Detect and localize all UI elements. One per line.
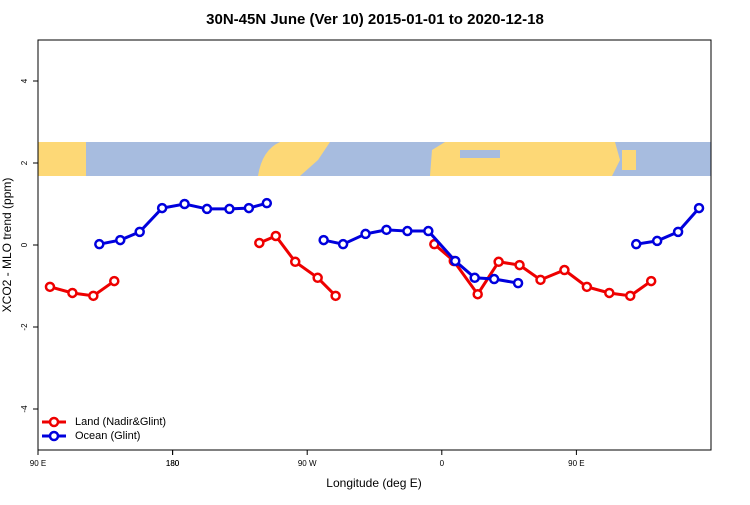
point <box>604 287 615 299</box>
x-axis-label: Longitude (deg E) <box>326 476 421 490</box>
point <box>493 256 504 268</box>
point <box>645 275 657 287</box>
legend-label: Ocean (Glint) <box>75 430 140 442</box>
point <box>693 202 705 214</box>
y-tick-label: 2 <box>20 160 29 165</box>
y-tick-label: -2 <box>20 323 29 331</box>
y-tick-label: -4 <box>20 405 29 413</box>
point <box>423 225 434 237</box>
y-tick-label: 0 <box>20 242 29 247</box>
point <box>94 238 105 250</box>
point <box>115 234 126 246</box>
point <box>624 290 636 302</box>
point <box>469 272 480 284</box>
y-axis-label: XCO2 - MLO trend (ppm) <box>0 178 14 313</box>
point <box>402 225 413 237</box>
x-tick-label: 90 W <box>298 459 317 468</box>
point <box>270 230 282 242</box>
point <box>224 203 235 215</box>
point <box>512 277 524 289</box>
point <box>109 275 120 287</box>
point <box>535 274 546 286</box>
point <box>581 281 593 293</box>
chart-title: 30N-45N June (Ver 10) 2015-01-01 to 2020… <box>206 11 544 28</box>
x-tick-label: 180 <box>166 459 180 468</box>
point <box>201 203 213 215</box>
x-tick-label: 0 <box>440 459 445 468</box>
point <box>243 202 255 214</box>
point <box>67 287 78 299</box>
point <box>289 256 301 268</box>
point <box>488 273 500 285</box>
point <box>381 224 392 236</box>
point <box>651 235 663 247</box>
x-tick-label: 90 E <box>30 459 46 468</box>
point <box>514 259 525 271</box>
map-band <box>38 142 711 176</box>
point <box>672 226 684 238</box>
point <box>559 264 570 276</box>
legend-label: Land (Nadir&Glint) <box>75 416 166 428</box>
legend-marker <box>48 430 60 442</box>
point <box>630 238 642 250</box>
point <box>318 234 329 246</box>
x-tick-label: 90 E <box>568 459 584 468</box>
series-line <box>99 201 701 285</box>
point <box>360 228 371 240</box>
x-tick-label: 180 <box>166 459 180 468</box>
point <box>312 272 323 284</box>
point <box>179 198 190 210</box>
point <box>134 226 145 238</box>
y-tick-label: 4 <box>20 78 29 83</box>
series-line <box>49 234 653 298</box>
point <box>337 238 349 250</box>
point <box>44 281 56 293</box>
point <box>450 255 461 267</box>
point <box>254 237 265 249</box>
point <box>88 290 99 302</box>
point <box>156 202 168 214</box>
point <box>330 290 341 302</box>
legend: Land (Nadir&Glint) Ocean (Glint) <box>42 416 166 442</box>
point <box>261 197 273 209</box>
plot-frame <box>37 39 712 451</box>
legend-marker <box>48 416 60 428</box>
point <box>472 288 483 300</box>
